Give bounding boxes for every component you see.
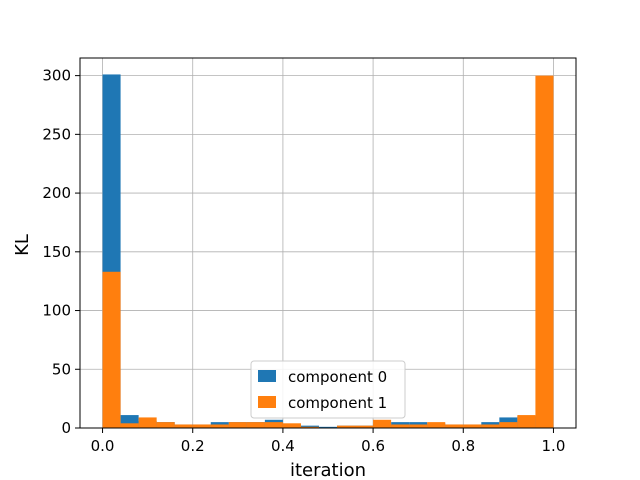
y-tick-label: 250 [42, 125, 71, 143]
legend-label-component-0: component 0 [288, 368, 387, 386]
bar-component-0 [318, 426, 338, 428]
x-axis-label: iteration [290, 460, 366, 480]
x-tick-label: 0.0 [91, 437, 115, 455]
bar-component-1 [409, 424, 428, 428]
bar-component-1 [228, 422, 247, 428]
bar-component-1 [337, 425, 356, 428]
bar-component-1 [120, 423, 139, 428]
bar-component-1 [481, 424, 500, 428]
x-tick-label: 0.8 [451, 437, 475, 455]
bar-component-1 [246, 422, 265, 428]
bar-component-1 [210, 424, 229, 428]
legend: component 0 component 1 [250, 360, 406, 419]
y-tick-label: 200 [42, 184, 71, 202]
x-tick-label: 0.2 [181, 437, 205, 455]
bar-component-1 [102, 271, 121, 428]
y-tick-label: 100 [42, 302, 71, 320]
bar-component-1 [174, 424, 193, 428]
legend-swatch-component-0 [258, 370, 276, 382]
bar-component-1 [300, 426, 319, 428]
bar-component-1 [355, 425, 374, 428]
legend-frame [250, 360, 406, 419]
x-tick-label: 0.6 [361, 437, 385, 455]
bar-component-1 [463, 424, 482, 428]
bar-component-1 [264, 422, 283, 428]
bar-component-1 [192, 424, 211, 428]
bar-component-1 [499, 422, 518, 428]
legend-swatch-component-1 [258, 396, 276, 408]
y-tick-label: 50 [52, 360, 71, 378]
y-tick-label: 300 [42, 67, 71, 85]
bar-component-1 [373, 419, 392, 428]
bar-component-1 [535, 75, 554, 428]
plot-frame [79, 57, 577, 429]
bar-component-1 [156, 422, 175, 428]
legend-label-component-1: component 1 [288, 394, 387, 412]
bar-component-1 [391, 424, 410, 428]
x-tick-label: 1.0 [542, 437, 566, 455]
x-tick-label: 0.4 [271, 437, 295, 455]
axes: 0.0 0.2 0.4 0.6 0.8 1.0 0 50 100 150 200 250 300 [42, 57, 577, 455]
bar-component-1 [517, 415, 536, 428]
y-tick-label: 0 [61, 419, 71, 437]
y-tick-label: 150 [42, 243, 71, 261]
bar-component-1 [427, 422, 446, 428]
y-axis-label: KL [12, 234, 33, 256]
bar-component-0 [300, 425, 319, 428]
bar-component-1 [138, 417, 157, 428]
bars [102, 74, 554, 428]
bar-component-1 [282, 423, 301, 428]
bar-component-1 [445, 424, 464, 428]
